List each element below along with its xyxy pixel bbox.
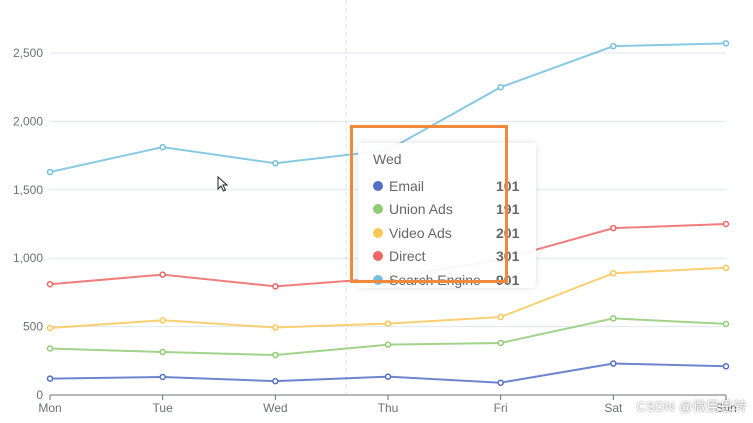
tooltip-row: Direct 301: [373, 245, 526, 269]
y-tick-label: 1,000: [13, 251, 43, 265]
data-point: [722, 40, 730, 47]
tooltip-series-name: Search Engine: [389, 271, 481, 288]
tooltip-series-value: 101: [496, 177, 520, 194]
x-tick-label: Tue: [153, 401, 174, 415]
data-point: [46, 324, 54, 332]
data-point: [384, 373, 392, 380]
tooltip-series-value: 201: [496, 224, 520, 241]
tooltip-row: Video Ads 201: [373, 221, 526, 245]
data-point: [46, 280, 54, 288]
data-point: [272, 351, 279, 359]
data-point: [610, 315, 617, 322]
watermark: CSDN @微臣恩转: [636, 399, 747, 414]
y-tick-label: 0: [36, 388, 43, 402]
data-point: [159, 348, 166, 356]
tooltip-title: Wed: [373, 151, 402, 167]
tooltip-row: Email 101: [373, 174, 526, 198]
tooltip-series-name: Direct: [389, 248, 426, 265]
tooltip-series-value: 301: [496, 248, 520, 265]
data-point: [272, 283, 279, 290]
data-point: [384, 341, 392, 348]
data-point: [497, 313, 504, 321]
data-point: [610, 42, 617, 50]
data-point: [46, 345, 54, 352]
data-point: [722, 220, 730, 228]
y-tick-label: 2,500: [13, 46, 43, 60]
data-point: [159, 143, 166, 151]
data-point: [272, 324, 279, 331]
data-point: [497, 379, 504, 386]
data-point: [159, 271, 166, 278]
series-color-dot-icon: [373, 227, 383, 238]
data-point: [497, 339, 504, 347]
y-tick-label: 500: [23, 320, 43, 334]
tooltip-series-value: 191: [496, 201, 520, 218]
chart-tooltip: Wed Email 101 Union Ads 191 Video Ads 20…: [358, 143, 536, 288]
x-tick-label: Fri: [494, 401, 508, 415]
data-point: [272, 377, 279, 385]
tooltip-series-value: 901: [496, 271, 520, 288]
x-tick-label: Thu: [378, 401, 399, 415]
x-tick-label: Sun: [715, 401, 736, 415]
series-color-dot-icon: [373, 251, 383, 262]
x-tick-label: Sat: [604, 401, 623, 415]
data-point: [722, 363, 730, 370]
data-point: [46, 375, 54, 382]
y-tick-label: 1,500: [13, 183, 43, 197]
data-point: [272, 160, 279, 167]
mouse-cursor-icon: [217, 175, 229, 197]
series-color-dot-icon: [373, 274, 383, 285]
data-point: [610, 224, 617, 232]
data-point: [159, 373, 166, 381]
data-point: [46, 168, 54, 176]
data-point: [722, 320, 730, 328]
y-tick-label: 2,000: [13, 114, 43, 128]
data-point: [384, 320, 392, 327]
tooltip-series-name: Email: [389, 177, 425, 194]
tooltip-row: Union Ads 191: [373, 198, 526, 222]
tooltip-row: Search Engine 901: [373, 268, 526, 292]
tooltip-series-name: Union Ads: [389, 201, 453, 218]
series-color-dot-icon: [373, 180, 383, 191]
data-point: [610, 360, 617, 367]
data-point: [159, 317, 166, 324]
x-tick-label: Mon: [38, 401, 61, 415]
data-point: [722, 264, 730, 272]
tooltip-series-name: Video Ads: [389, 224, 452, 241]
series-color-dot-icon: [373, 204, 383, 215]
data-point: [497, 83, 504, 91]
data-point: [610, 269, 617, 277]
x-tick-label: Wed: [263, 401, 287, 415]
